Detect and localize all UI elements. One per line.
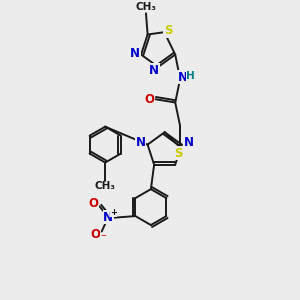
Text: +: + bbox=[110, 208, 117, 217]
Text: CH₃: CH₃ bbox=[95, 182, 116, 191]
Text: N: N bbox=[103, 211, 113, 224]
Text: O: O bbox=[88, 196, 99, 209]
Text: N: N bbox=[184, 136, 194, 149]
Text: S: S bbox=[174, 147, 183, 160]
Text: ⁻: ⁻ bbox=[100, 234, 106, 244]
Text: N: N bbox=[130, 47, 140, 60]
Text: CH₃: CH₃ bbox=[136, 2, 157, 12]
Text: N: N bbox=[135, 136, 146, 149]
Text: S: S bbox=[164, 24, 172, 37]
Text: O: O bbox=[91, 228, 101, 241]
Text: N: N bbox=[149, 64, 159, 77]
Text: O: O bbox=[144, 93, 154, 106]
Text: H: H bbox=[186, 71, 195, 81]
Text: N: N bbox=[178, 71, 188, 84]
